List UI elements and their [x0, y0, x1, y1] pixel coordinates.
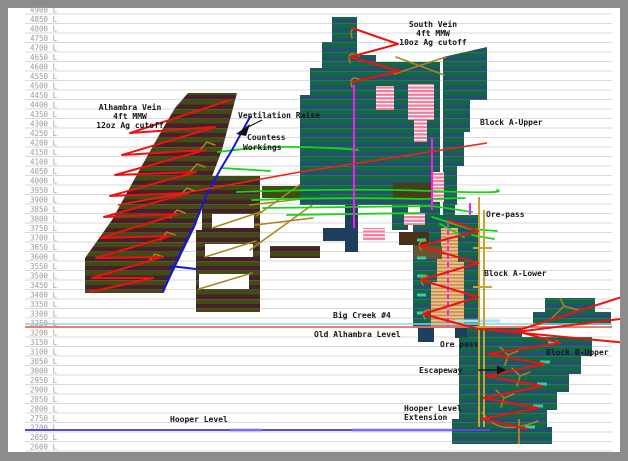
- level-label-2750-L: 2750 L: [30, 414, 58, 423]
- south-vein-block: [300, 17, 487, 252]
- level-label-4150-L: 4150 L: [30, 148, 58, 157]
- label-alhambra-vein: Alhambra Vein: [99, 102, 162, 112]
- level-label-3450-L: 3450 L: [30, 281, 58, 290]
- label-alhambra-mmw: 4ft MMW: [113, 112, 147, 121]
- level-label-4550-L: 4550 L: [30, 72, 58, 81]
- label-escapeway: Escapeway: [419, 366, 463, 375]
- stope-zigzag-alhambra: [89, 99, 231, 293]
- level-label-3700-L: 3700 L: [30, 234, 58, 243]
- label-hooper-level: Hooper Level: [170, 415, 228, 424]
- label-old-alhambra-level: Old Alhambra Level: [314, 330, 401, 339]
- level-label-3600-L: 3600 L: [30, 253, 58, 262]
- ventilation-raise-line: [162, 116, 251, 293]
- level-label-4000-L: 4000 L: [30, 177, 58, 186]
- label-big-creek: Big Creek #4: [333, 310, 391, 320]
- ventilation-raise-arrow: [236, 119, 263, 136]
- level-label-3900-L: 3900 L: [30, 196, 58, 205]
- label-block-b-upper: Block B-Upper: [546, 348, 609, 357]
- level-label-3750-L: 3750 L: [30, 224, 58, 233]
- level-label-4850-L: 4850 L: [30, 15, 58, 24]
- label-alhambra-cutoff: 12oz Ag cutoff: [96, 121, 164, 130]
- level-label-3100-L: 3100 L: [30, 348, 58, 357]
- label-hooper-ext-2: Extension: [404, 412, 448, 422]
- label-countess: Countess: [247, 133, 286, 142]
- haulage-red-line: [117, 142, 488, 206]
- level-label-4750-L: 4750 L: [30, 34, 58, 43]
- level-label-4350-L: 4350 L: [30, 110, 58, 119]
- label-ore-pass-lower: Ore pass: [440, 340, 479, 349]
- level-label-4300-L: 4300 L: [30, 120, 58, 129]
- level-label-4200-L: 4200 L: [30, 139, 58, 148]
- level-label-3400-L: 3400 L: [30, 291, 58, 300]
- label-ventilation-raise: Ventilation Raise: [238, 110, 320, 120]
- level-label-3800-L: 3800 L: [30, 215, 58, 224]
- label-block-a-lower: Block A-Lower: [484, 269, 547, 278]
- level-label-4800-L: 4800 L: [30, 25, 58, 34]
- level-label-3200-L: 3200 L: [30, 329, 58, 338]
- ore-pass-lines: [473, 197, 492, 427]
- label-workings: Workings: [243, 142, 282, 152]
- level-label-2800-L: 2800 L: [30, 405, 58, 414]
- level-label-4050-L: 4050 L: [30, 167, 58, 176]
- level-label-4500-L: 4500 L: [30, 82, 58, 91]
- level-label-2650-L: 2650 L: [30, 433, 58, 442]
- label-south-vein: South Vein: [409, 19, 457, 29]
- label-south-vein-cutoff: 10oz Ag cutoff: [399, 38, 467, 47]
- level-label-2600-L: 2600 L: [30, 443, 58, 452]
- level-label-3500-L: 3500 L: [30, 272, 58, 281]
- level-label-4100-L: 4100 L: [30, 158, 58, 167]
- level-label-3550-L: 3550 L: [30, 262, 58, 271]
- label-ore-pass-upper: Ore-pass: [486, 210, 525, 219]
- level-label-4700-L: 4700 L: [30, 44, 58, 53]
- stope-zigzag-block-a-lower: [419, 219, 479, 330]
- escapeway-arrow: [478, 365, 506, 375]
- level-label-3150-L: 3150 L: [30, 338, 58, 347]
- level-label-2700-L: 2700 L: [30, 424, 58, 433]
- level-label-3950-L: 3950 L: [30, 186, 58, 195]
- level-label-4900-L: 4900 L: [30, 6, 58, 15]
- level-label-4650-L: 4650 L: [30, 53, 58, 62]
- level-label-4400-L: 4400 L: [30, 101, 58, 110]
- level-label-2950-L: 2950 L: [30, 376, 58, 385]
- level-label-3000-L: 3000 L: [30, 367, 58, 376]
- label-block-a-upper: Block A-Upper: [480, 118, 543, 127]
- level-label-2850-L: 2850 L: [30, 395, 58, 404]
- label-hooper-ext-1: Hooper Level: [404, 404, 462, 413]
- level-label-4600-L: 4600 L: [30, 63, 58, 72]
- level-label-3850-L: 3850 L: [30, 205, 58, 214]
- stope-zigzag-south-vein: [349, 27, 401, 83]
- level-label-3050-L: 3050 L: [30, 357, 58, 366]
- level-label-4450-L: 4450 L: [30, 91, 58, 100]
- level-label-3350-L: 3350 L: [30, 300, 58, 309]
- level-label-4250-L: 4250 L: [30, 129, 58, 138]
- level-label-3300-L: 3300 L: [30, 310, 58, 319]
- stope-zigzag-block-b: [477, 296, 620, 430]
- label-south-vein-mmw: 4ft MMW: [416, 29, 450, 38]
- level-label-2900-L: 2900 L: [30, 386, 58, 395]
- labels: South Vein 4ft MMW 10oz Ag cutoff Alhamb…: [96, 19, 609, 424]
- level-label-3650-L: 3650 L: [30, 243, 58, 252]
